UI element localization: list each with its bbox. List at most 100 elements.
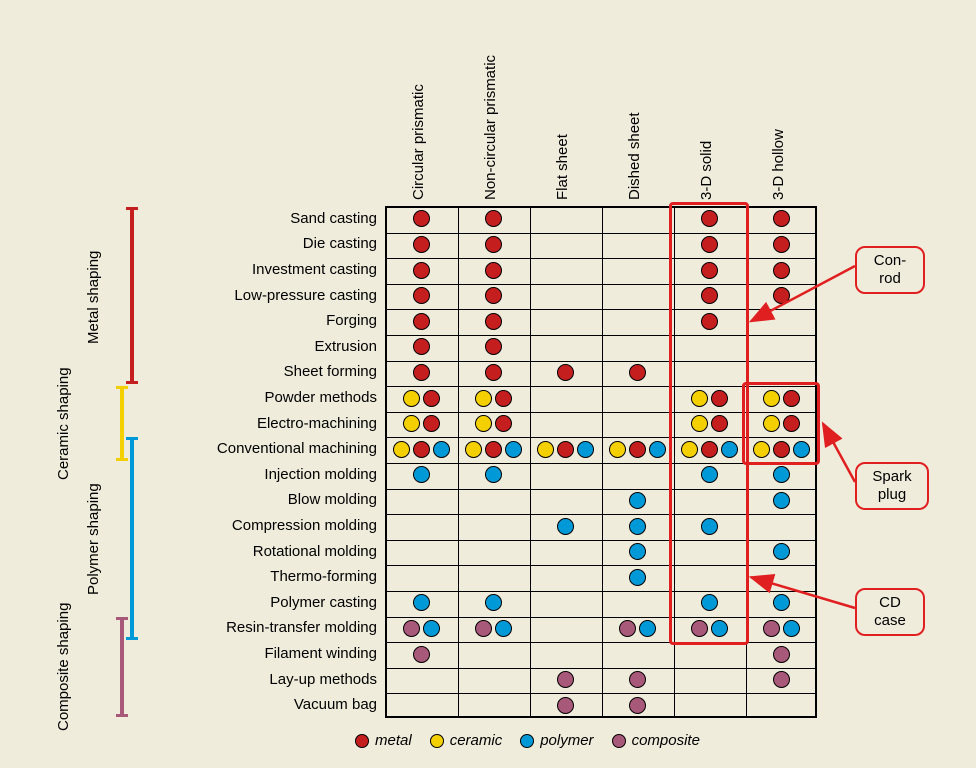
dot-metal (701, 441, 718, 458)
legend-item: composite (612, 732, 700, 749)
legend-item: ceramic (430, 732, 503, 749)
grid-row-line (387, 565, 815, 566)
column-header: Circular prismatic (410, 84, 427, 200)
dot-metal (629, 441, 646, 458)
bracket-end (116, 617, 128, 620)
dot-ceramic (763, 415, 780, 432)
bracket-end (126, 437, 138, 440)
dot-polymer (773, 466, 790, 483)
legend-label: composite (632, 732, 700, 749)
dot-metal (711, 390, 728, 407)
grid-row-line (387, 386, 815, 387)
group-label: Metal shaping (85, 251, 102, 344)
legend-dot-metal (355, 734, 369, 748)
dot-composite (619, 620, 636, 637)
legend-label: ceramic (450, 732, 503, 749)
row-label: Powder methods (264, 389, 377, 406)
dot-polymer (701, 518, 718, 535)
group-label: Composite shaping (55, 602, 72, 730)
column-header: 3-D solid (698, 141, 715, 200)
dot-polymer (629, 518, 646, 535)
grid-row-line (387, 309, 815, 310)
dot-composite (403, 620, 420, 637)
callout-cdcase: CDcase (855, 588, 925, 636)
dot-metal (423, 415, 440, 432)
bracket-end (116, 714, 128, 717)
column-header: Non-circular prismatic (482, 55, 499, 200)
dot-polymer (557, 518, 574, 535)
grid-col-line (746, 208, 747, 716)
dot-polymer (649, 441, 666, 458)
dot-composite (475, 620, 492, 637)
grid-col-line (674, 208, 675, 716)
dot-ceramic (465, 441, 482, 458)
process-shape-matrix-chart: Circular prismatic Non-circular prismatic… (0, 0, 976, 768)
dot-metal (485, 441, 502, 458)
dot-metal (701, 313, 718, 330)
dot-metal (701, 287, 718, 304)
dot-metal (773, 441, 790, 458)
dot-metal (773, 262, 790, 279)
legend-label: polymer (540, 732, 593, 749)
dot-polymer (433, 441, 450, 458)
legend-item: metal (355, 732, 412, 749)
dot-metal (413, 210, 430, 227)
dot-metal (701, 210, 718, 227)
dot-metal (629, 364, 646, 381)
column-header: 3-D hollow (770, 129, 787, 200)
row-label: Forging (326, 312, 377, 329)
dot-composite (557, 697, 574, 714)
row-label: Lay-up methods (269, 671, 377, 688)
dot-ceramic (475, 415, 492, 432)
dot-composite (773, 671, 790, 688)
grid-row-line (387, 437, 815, 438)
dot-ceramic (537, 441, 554, 458)
dot-ceramic (753, 441, 770, 458)
dot-ceramic (403, 415, 420, 432)
group-label: Ceramic shaping (55, 367, 72, 480)
row-label: Die casting (303, 235, 377, 252)
callout-arrow (823, 424, 855, 482)
group-label: Polymer shaping (85, 483, 102, 595)
dot-polymer (721, 441, 738, 458)
callout-line: CD (867, 594, 913, 612)
grid-col-line (602, 208, 603, 716)
grid-col-line (458, 208, 459, 716)
row-label: Vacuum bag (294, 696, 377, 713)
row-label: Conventional machining (217, 440, 377, 457)
callout-line: case (867, 612, 913, 630)
grid-row-line (387, 463, 815, 464)
row-label: Sheet forming (284, 363, 377, 380)
dot-metal (485, 287, 502, 304)
grid-row-line (387, 412, 815, 413)
dot-polymer (629, 492, 646, 509)
row-label: Electro-machining (257, 415, 377, 432)
legend-label: metal (375, 732, 412, 749)
legend-dot-ceramic (430, 734, 444, 748)
row-label: Investment casting (252, 261, 377, 278)
dot-composite (557, 671, 574, 688)
grid-row-line (387, 693, 815, 694)
bracket-end (126, 637, 138, 640)
row-label: Rotational molding (253, 543, 377, 560)
dot-metal (701, 236, 718, 253)
legend-dot-composite (612, 734, 626, 748)
dot-ceramic (763, 390, 780, 407)
grid-row-line (387, 489, 815, 490)
group-bracket (120, 388, 124, 459)
dot-metal (557, 364, 574, 381)
row-label: Extrusion (314, 338, 377, 355)
group-bracket (130, 439, 134, 638)
dot-polymer (629, 543, 646, 560)
dot-polymer (711, 620, 728, 637)
dot-metal (413, 236, 430, 253)
grid-row-line (387, 540, 815, 541)
dot-metal (413, 364, 430, 381)
dot-metal (413, 262, 430, 279)
dot-composite (763, 620, 780, 637)
dot-metal (423, 390, 440, 407)
dot-polymer (485, 594, 502, 611)
row-label: Sand casting (290, 210, 377, 227)
grid-row-line (387, 258, 815, 259)
grid-row-line (387, 335, 815, 336)
